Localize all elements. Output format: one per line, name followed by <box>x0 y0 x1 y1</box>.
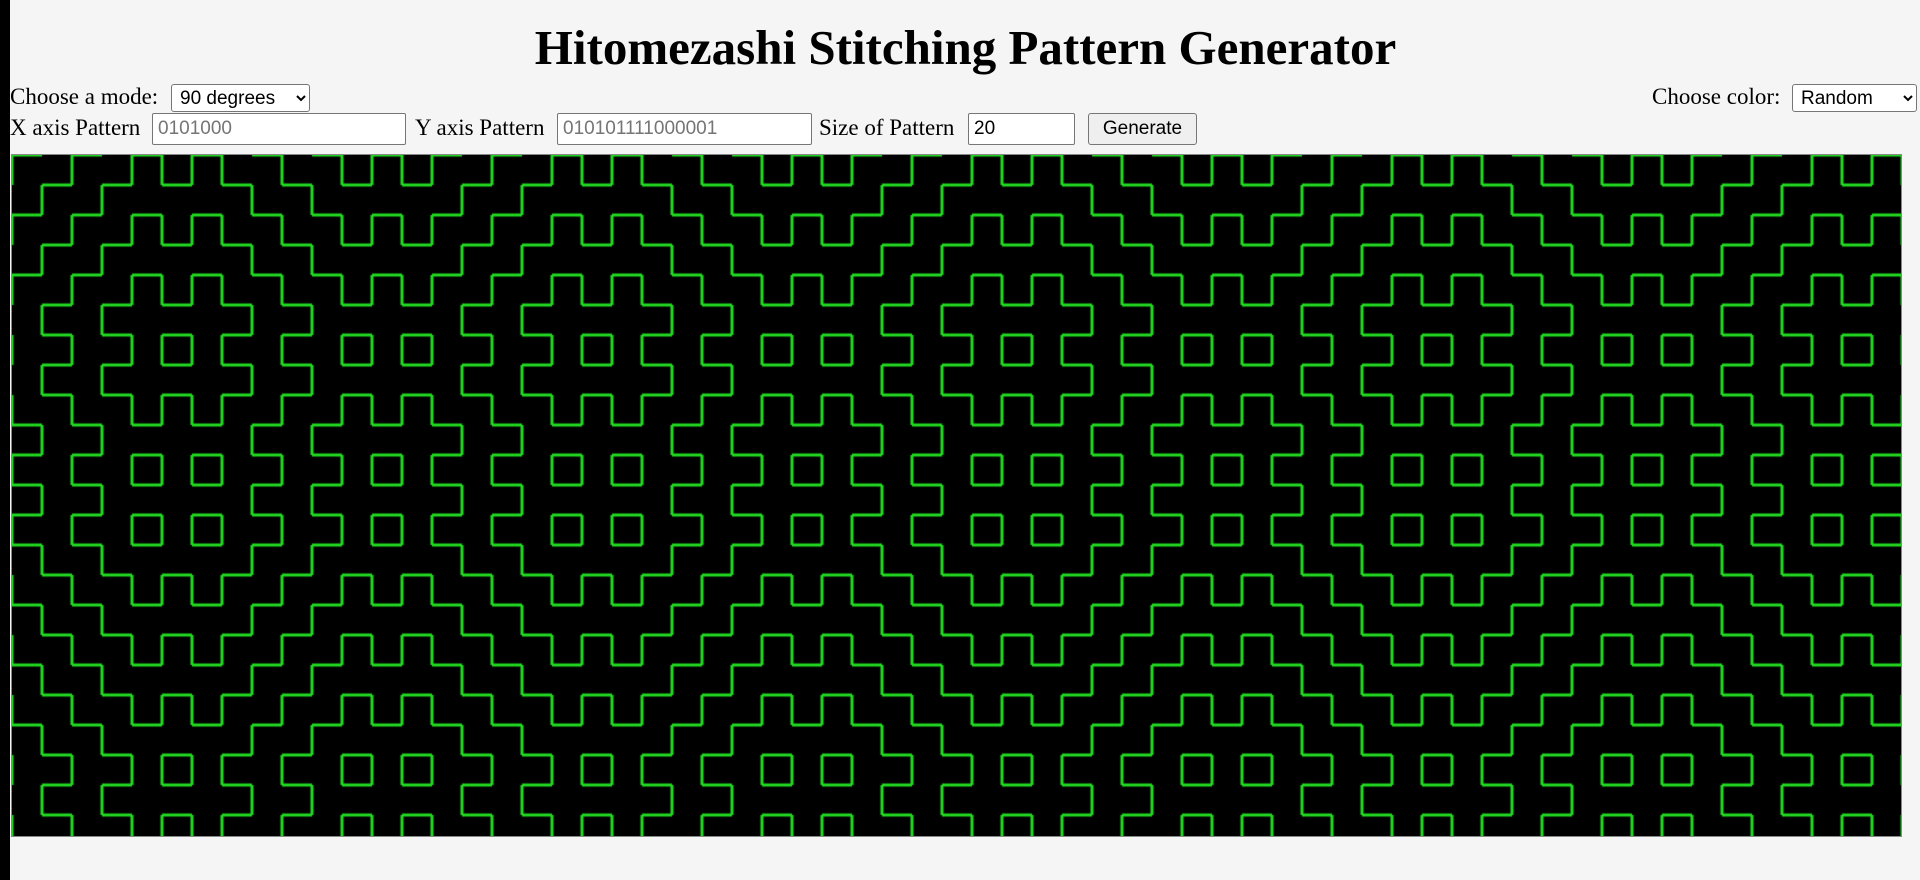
y-axis-pattern-input[interactable] <box>557 113 812 145</box>
x-axis-pattern-input[interactable] <box>152 113 406 145</box>
y-axis-label: Y axis Pattern <box>415 115 545 140</box>
pattern-canvas[interactable] <box>11 154 1902 837</box>
generate-button[interactable]: Generate <box>1088 113 1197 145</box>
mode-select[interactable]: 90 degrees <box>171 84 310 112</box>
size-input[interactable] <box>968 113 1075 145</box>
x-axis-label: X axis Pattern <box>10 115 141 140</box>
color-select[interactable]: Random <box>1792 84 1917 112</box>
color-label: Choose color: <box>1652 84 1781 109</box>
size-label: Size of Pattern <box>819 115 955 140</box>
page-left-border <box>0 0 10 880</box>
page-title: Hitomezashi Stitching Pattern Generator <box>534 20 1397 75</box>
mode-label: Choose a mode: <box>10 84 159 109</box>
